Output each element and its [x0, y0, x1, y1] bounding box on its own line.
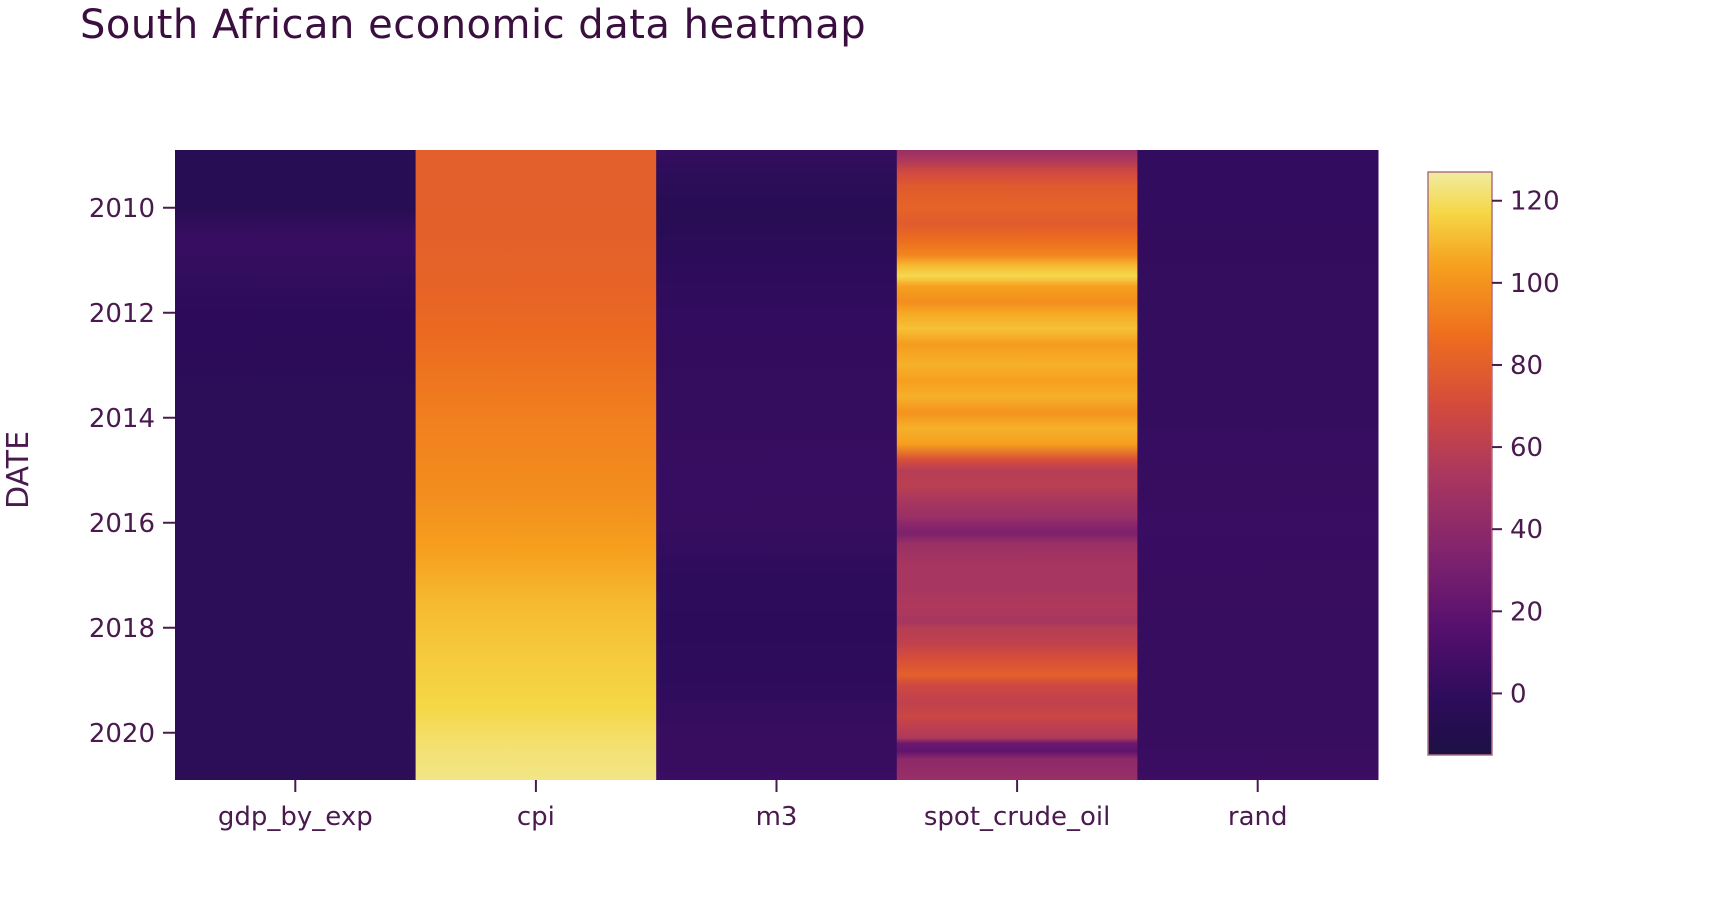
colorbar-tick-label: 40 — [1510, 515, 1543, 545]
heatmap-column-spot_crude_oil — [896, 150, 1138, 780]
y-axis-ticks: 2010 2012 2014 2016 2018 2020 — [89, 194, 175, 749]
x-tick-label: m3 — [756, 802, 798, 832]
heatmap-column-rand — [1137, 150, 1379, 780]
x-tick-label: gdp_by_exp — [218, 802, 373, 832]
colorbar: 0 20 40 60 80 100 120 — [1427, 171, 1560, 756]
heatmap-column-m3 — [656, 150, 898, 780]
x-tick-label: rand — [1228, 802, 1288, 832]
heatmap-column-cpi — [415, 150, 657, 780]
y-axis-label: DATE — [1, 431, 36, 509]
x-axis-ticks: gdp_by_exp cpi m3 spot_crude_oil rand — [218, 780, 1288, 832]
colorbar-scale — [1427, 171, 1493, 756]
x-tick-label: cpi — [517, 802, 555, 832]
y-tick-label: 2018 — [89, 614, 155, 644]
colorbar-tick-label: 0 — [1510, 679, 1527, 709]
y-tick-label: 2010 — [89, 194, 155, 224]
colorbar-tick-label: 20 — [1510, 597, 1543, 627]
colorbar-tick-label: 100 — [1510, 269, 1560, 299]
y-tick-label: 2016 — [89, 509, 155, 539]
colorbar-tick-label: 80 — [1510, 351, 1543, 381]
colorbar-tick-label: 60 — [1510, 433, 1543, 463]
x-tick-label: spot_crude_oil — [924, 802, 1110, 832]
heatmap-cells — [175, 150, 1379, 780]
y-tick-label: 2020 — [89, 719, 155, 749]
colorbar-tick-label: 120 — [1510, 187, 1560, 217]
chart-title: South African economic data heatmap — [80, 2, 867, 48]
heatmap-column-gdp_by_exp — [175, 150, 417, 780]
y-tick-label: 2012 — [89, 299, 155, 329]
y-tick-label: 2014 — [89, 404, 155, 434]
